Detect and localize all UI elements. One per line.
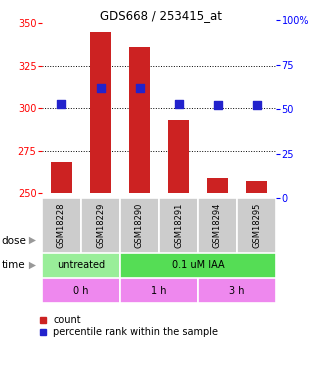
Bar — [198, 198, 237, 253]
Point — [98, 85, 103, 91]
Text: count: count — [53, 315, 81, 325]
Point — [176, 100, 181, 106]
Bar — [129, 47, 150, 193]
Text: GSM18295: GSM18295 — [252, 203, 261, 248]
Bar — [120, 198, 159, 253]
Bar — [42, 278, 120, 303]
Point — [254, 102, 259, 108]
Bar — [120, 253, 276, 278]
Bar — [51, 162, 72, 193]
Bar — [81, 198, 120, 253]
Bar — [120, 278, 198, 303]
Text: percentile rank within the sample: percentile rank within the sample — [53, 327, 218, 337]
Text: 0 h: 0 h — [73, 285, 89, 296]
Point — [215, 102, 220, 108]
Text: 1 h: 1 h — [151, 285, 167, 296]
Bar — [198, 278, 276, 303]
Text: GSM18291: GSM18291 — [174, 203, 183, 248]
Polygon shape — [29, 237, 36, 244]
Text: GDS668 / 253415_at: GDS668 / 253415_at — [100, 9, 221, 22]
Text: GSM18294: GSM18294 — [213, 203, 222, 248]
Bar — [159, 198, 198, 253]
Bar — [207, 178, 228, 193]
Bar — [168, 120, 189, 193]
Text: GSM18229: GSM18229 — [96, 203, 105, 248]
Text: untreated: untreated — [57, 261, 105, 270]
Text: GSM18290: GSM18290 — [135, 203, 144, 248]
Text: 0.1 uM IAA: 0.1 uM IAA — [172, 261, 224, 270]
Text: 3 h: 3 h — [229, 285, 245, 296]
Text: time: time — [2, 261, 25, 270]
Polygon shape — [29, 262, 36, 269]
Point — [59, 100, 64, 106]
Text: GSM18228: GSM18228 — [57, 203, 66, 248]
Bar — [237, 198, 276, 253]
Bar — [246, 181, 267, 193]
Point — [137, 85, 142, 91]
Bar — [42, 198, 81, 253]
Text: dose: dose — [2, 236, 26, 246]
Bar — [42, 253, 120, 278]
Bar — [90, 32, 111, 193]
